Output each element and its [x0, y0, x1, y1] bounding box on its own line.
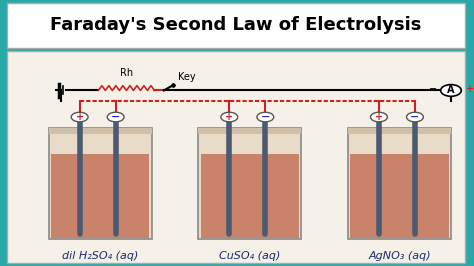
Circle shape — [371, 112, 387, 122]
FancyBboxPatch shape — [201, 154, 299, 238]
FancyBboxPatch shape — [7, 51, 465, 263]
FancyBboxPatch shape — [49, 128, 152, 239]
Text: Rh: Rh — [120, 68, 133, 78]
Text: CuSO₄ (aq): CuSO₄ (aq) — [219, 251, 281, 261]
Circle shape — [407, 112, 423, 122]
Text: +: + — [225, 112, 233, 122]
FancyBboxPatch shape — [51, 154, 149, 238]
Circle shape — [257, 112, 273, 122]
FancyBboxPatch shape — [199, 128, 301, 134]
Text: +: + — [75, 112, 84, 122]
Text: Key: Key — [178, 72, 195, 82]
Text: −: − — [429, 84, 437, 94]
Text: dil H₂SO₄ (aq): dil H₂SO₄ (aq) — [62, 251, 138, 261]
FancyBboxPatch shape — [350, 154, 448, 238]
FancyBboxPatch shape — [348, 128, 451, 239]
Text: AgNO₃ (aq): AgNO₃ (aq) — [368, 251, 431, 261]
FancyBboxPatch shape — [7, 3, 465, 48]
Text: +: + — [465, 84, 473, 94]
Circle shape — [107, 112, 124, 122]
Text: A: A — [447, 85, 455, 95]
Text: +: + — [375, 112, 383, 122]
FancyBboxPatch shape — [348, 128, 451, 134]
Text: −: − — [111, 112, 120, 122]
Circle shape — [441, 85, 461, 96]
Text: −: − — [261, 112, 270, 122]
Circle shape — [71, 112, 88, 122]
Circle shape — [221, 112, 238, 122]
FancyBboxPatch shape — [49, 128, 152, 134]
Text: Faraday's Second Law of Electrolysis: Faraday's Second Law of Electrolysis — [50, 16, 421, 34]
FancyBboxPatch shape — [199, 128, 301, 239]
Text: −: − — [410, 112, 419, 122]
